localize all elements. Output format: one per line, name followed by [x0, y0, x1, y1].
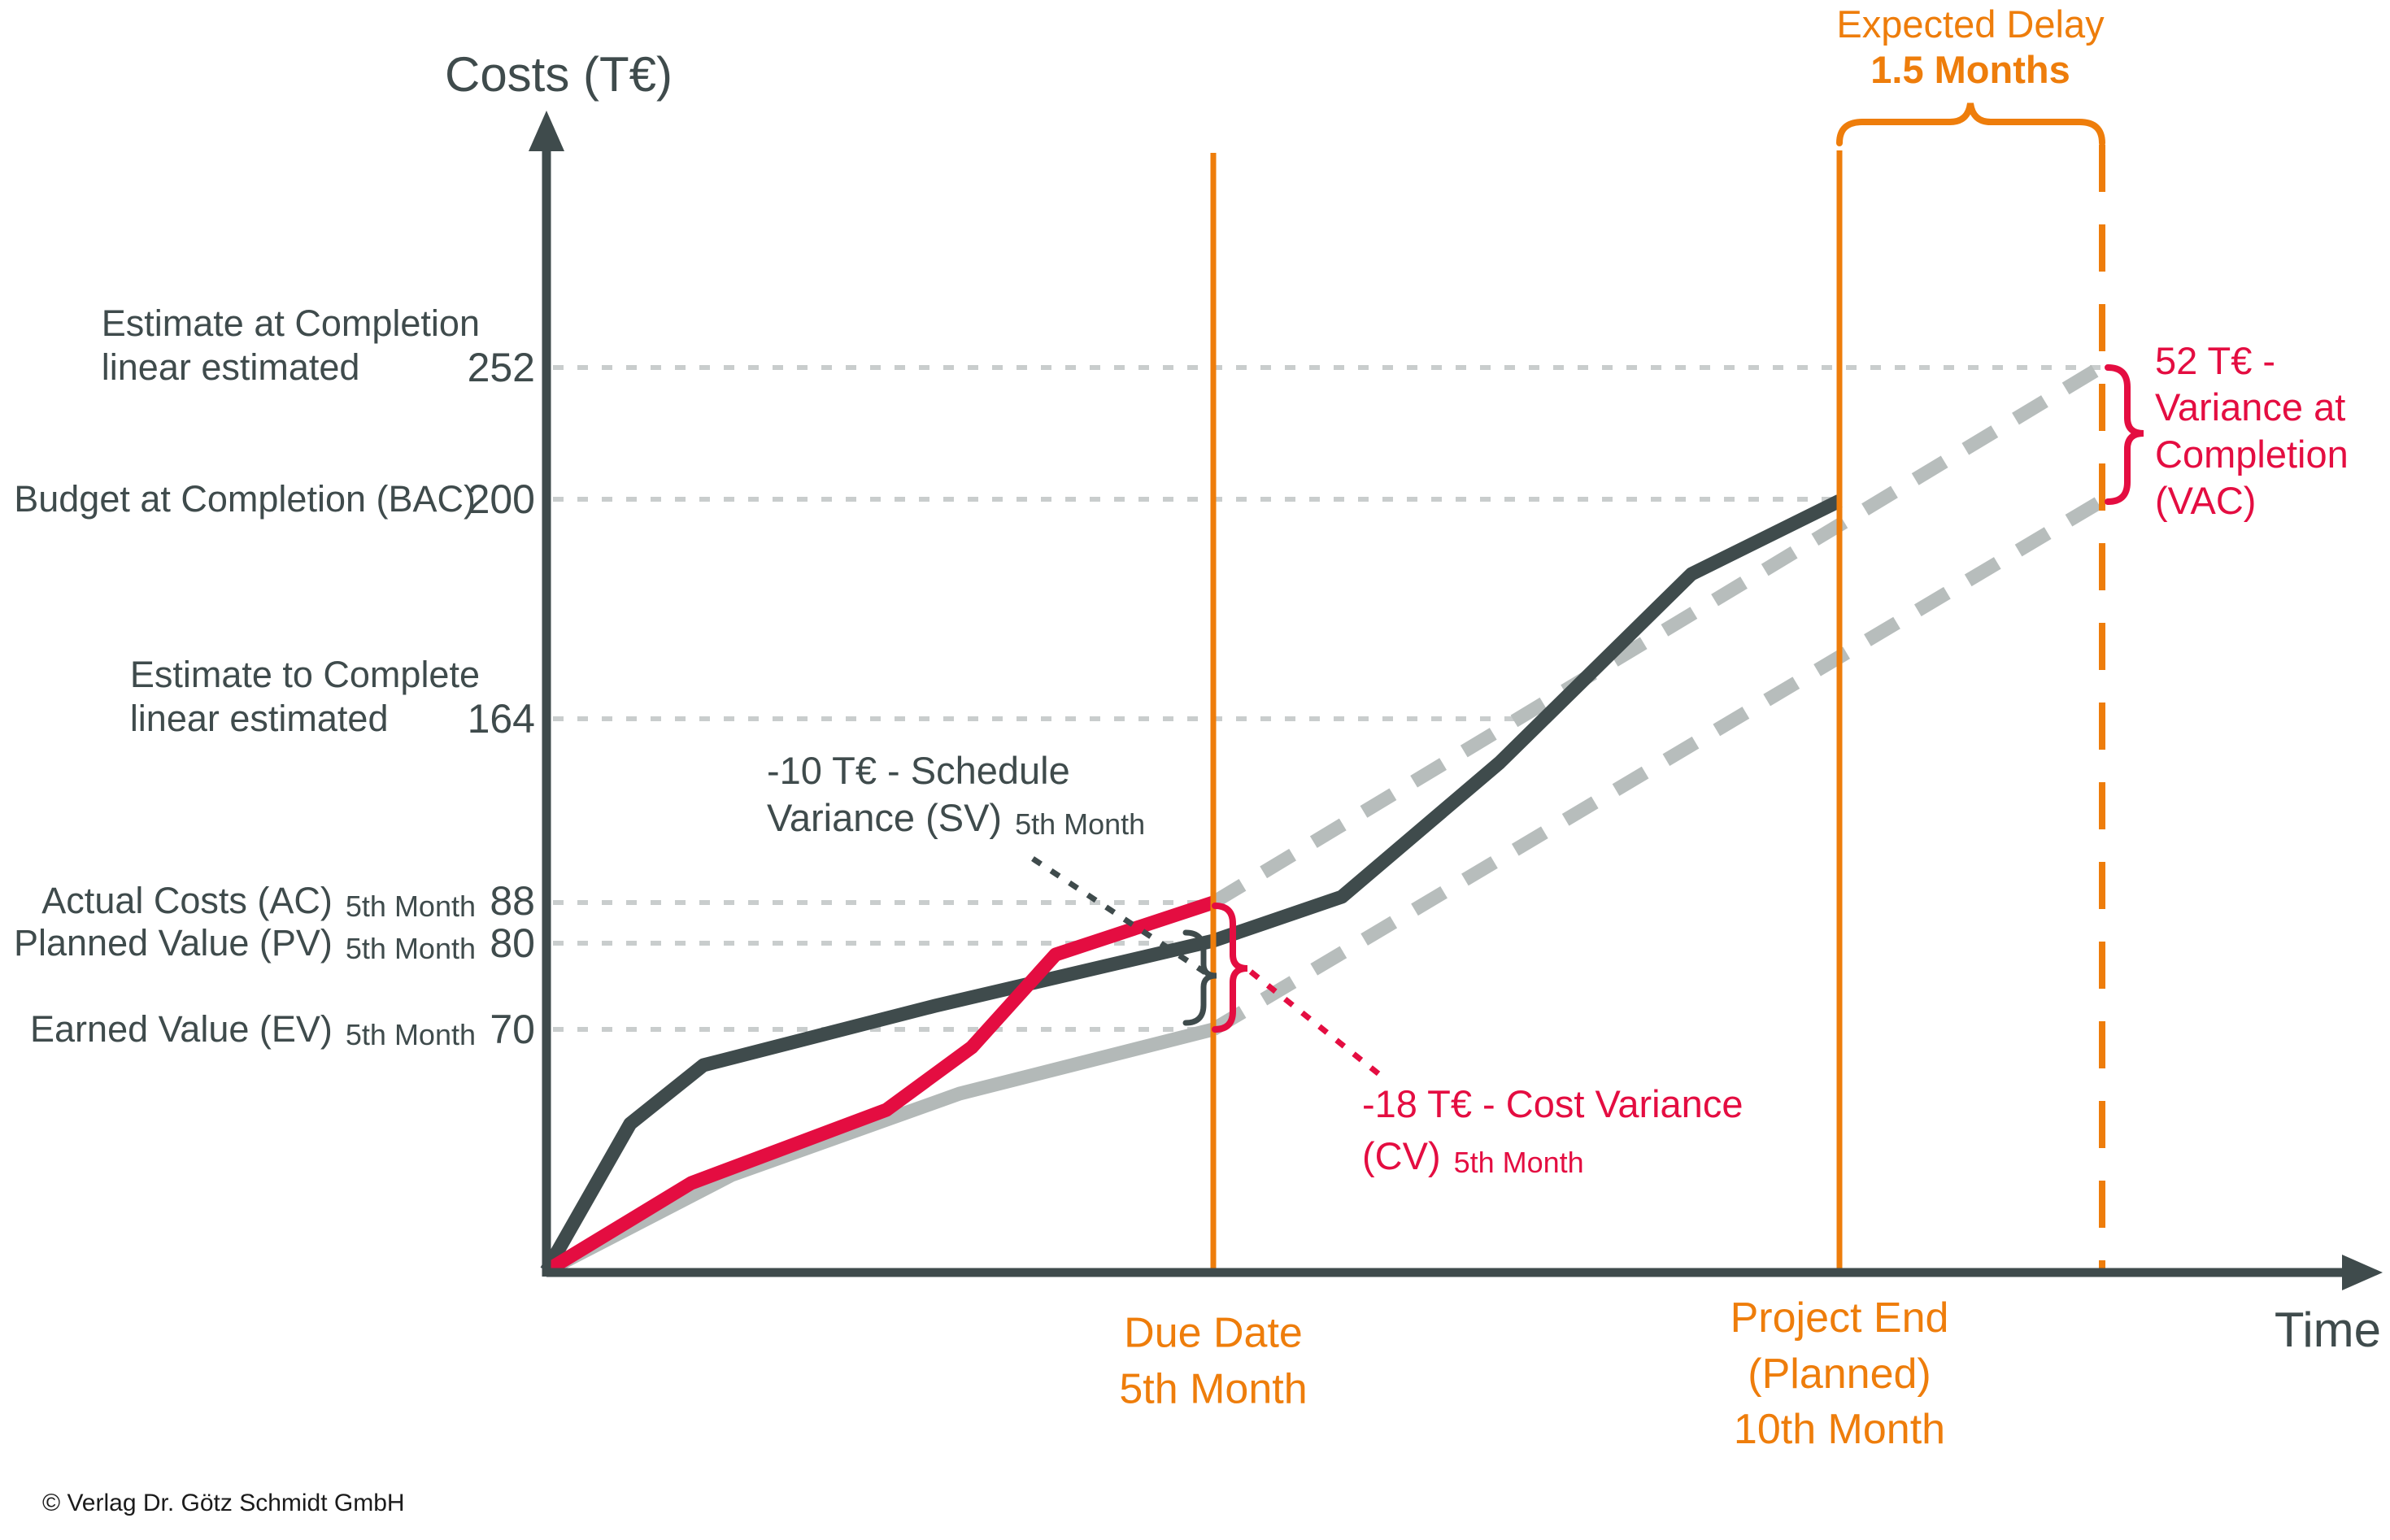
- planned-value-curve: [540, 494, 1843, 1275]
- cost-variance-line2-row: (CV) 5th Month: [1362, 1133, 1584, 1179]
- planned-value-label: Planned Value (PV): [13, 922, 333, 964]
- variance-at-completion-brace: [2105, 364, 2144, 505]
- x-axis-arrowhead: [2342, 1255, 2383, 1290]
- actual-costs-label: Actual Costs (AC): [41, 880, 333, 921]
- schedule-variance-brace: [1182, 929, 1217, 1026]
- earned-value-month-suffix: 5th Month: [345, 1018, 476, 1051]
- cost-variance-line1: -18 T€ - Cost Variance: [1362, 1081, 1744, 1125]
- estimate-to-complete-line1: Estimate to Complete: [129, 654, 480, 695]
- planned-value-label-row: Planned Value (PV) 5th Month: [14, 921, 476, 965]
- y-axis-arrowhead: [529, 111, 564, 151]
- cost-variance-month-suffix: 5th Month: [1453, 1145, 1584, 1179]
- expected-delay-line1: Expected Delay: [1836, 2, 2105, 46]
- vac-line1: 52 T€ -: [2155, 339, 2276, 382]
- actual-costs-label-row: Actual Costs (AC) 5th Month: [41, 879, 476, 923]
- estimate-to-complete-line2: linear estimated: [129, 698, 389, 739]
- y-axis-title: Costs (T€): [444, 47, 673, 102]
- x-axis-title: Time: [2274, 1303, 2381, 1357]
- vac-line3: Completion: [2155, 432, 2349, 476]
- actual-costs-month-suffix: 5th Month: [345, 890, 476, 923]
- actual-costs-curve: [542, 895, 1216, 1277]
- value-164: 164: [467, 696, 535, 742]
- cost-variance-line2: (CV): [1362, 1133, 1441, 1177]
- budget-at-completion-label: Budget at Completion (BAC): [14, 478, 476, 520]
- estimate-at-completion-label: Estimate at Completion linear estimated: [102, 302, 480, 389]
- schedule-variance-line2-row: Variance (SV) 5th Month: [767, 795, 1145, 841]
- expected-delay-brace: [1836, 102, 2105, 146]
- schedule-variance-line2: Variance (SV): [767, 795, 1003, 839]
- vac-line2: Variance at: [2155, 385, 2346, 429]
- expected-delay-line2: 1.5 Months: [1870, 47, 2070, 91]
- due-date-label: Due Date 5th Month: [1119, 1305, 1307, 1416]
- value-70: 70: [490, 1007, 535, 1052]
- earned-value-label-row: Earned Value (EV) 5th Month: [30, 1007, 476, 1051]
- due-date-line1: Due Date: [1124, 1309, 1303, 1357]
- value-88: 88: [490, 878, 535, 924]
- eac-projection-dashed-line: [1209, 361, 2105, 909]
- planned-value-month-suffix: 5th Month: [345, 932, 476, 965]
- vac-line4: (VAC): [2155, 478, 2257, 522]
- project-end-line1: Project End: [1730, 1294, 1949, 1342]
- estimate-at-completion-line1: Estimate at Completion: [101, 302, 480, 344]
- value-200: 200: [467, 476, 535, 522]
- project-end-line3: 10th Month: [1733, 1406, 1946, 1454]
- variance-at-completion-label: 52 T€ - Variance at Completion (VAC): [2155, 337, 2349, 524]
- bac-projection-dashed-line: [1209, 495, 2105, 1036]
- earned-value-curve: [543, 1022, 1216, 1277]
- project-end-label: Project End (Planned) 10th Month: [1730, 1290, 1949, 1458]
- copyright-text: © Verlag Dr. Götz Schmidt GmbH: [42, 1490, 405, 1516]
- estimate-at-completion-line2: linear estimated: [101, 346, 360, 388]
- cost-variance-connector-dotted: [1248, 969, 1382, 1077]
- estimate-to-complete-label: Estimate to Complete linear estimated: [130, 653, 480, 741]
- earned-value-label: Earned Value (EV): [30, 1008, 333, 1050]
- cost-variance-brace: [1212, 903, 1248, 1033]
- project-end-line2: (Planned): [1748, 1350, 1931, 1398]
- due-date-line2: 5th Month: [1119, 1365, 1308, 1412]
- schedule-variance-month-suffix: 5th Month: [1015, 807, 1146, 841]
- value-80: 80: [490, 920, 535, 966]
- value-252: 252: [467, 345, 535, 390]
- schedule-variance-line1: -10 T€ - Schedule: [767, 748, 1070, 792]
